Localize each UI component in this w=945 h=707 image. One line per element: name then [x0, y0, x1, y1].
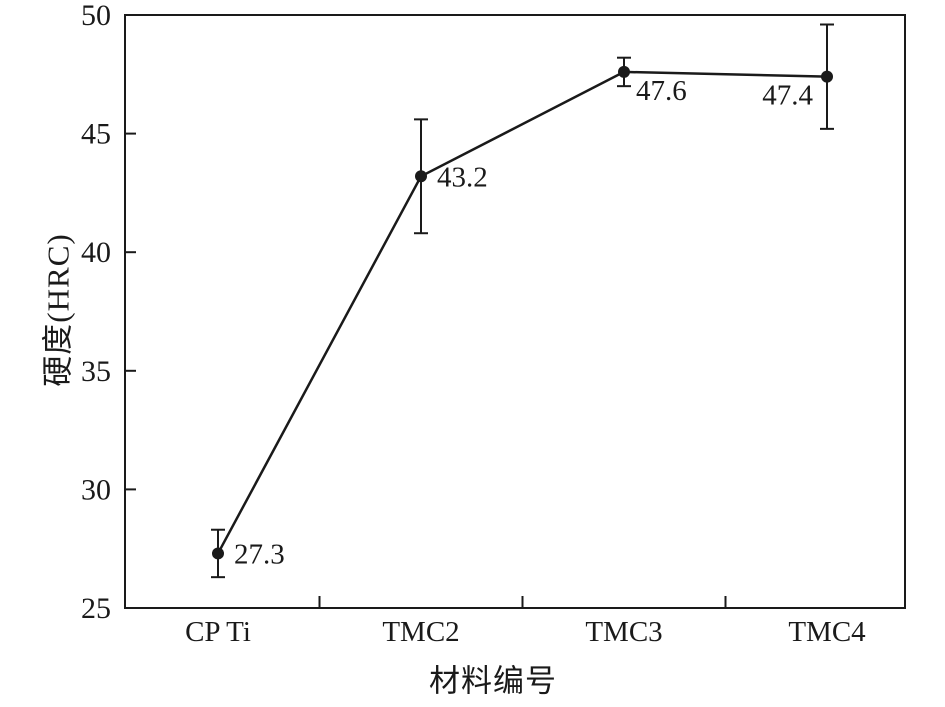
x-tick-label: TMC2 [382, 616, 459, 648]
x-tick-label: TMC4 [788, 616, 866, 648]
y-tick-label: 30 [81, 473, 111, 506]
data-point-label: 43.2 [437, 161, 488, 193]
data-point-marker [821, 70, 833, 83]
data-point-marker [212, 547, 224, 560]
x-tick-label: CP Ti [185, 616, 251, 648]
y-axis-label: 硬度(HRC) [40, 233, 76, 387]
data-point-label: 27.3 [234, 538, 285, 570]
x-axis-label: 材料编号 [429, 663, 557, 699]
y-tick-label: 35 [81, 355, 111, 388]
data-line [216, 70, 828, 555]
y-tick-label: 25 [81, 592, 111, 625]
data-point-label: 47.6 [636, 75, 687, 107]
y-tick-label: 50 [81, 0, 111, 32]
data-point-marker [618, 65, 630, 78]
data-point-marker [415, 170, 427, 183]
data-point-label: 47.4 [762, 80, 813, 112]
y-tick-label: 40 [81, 236, 111, 269]
y-tick-label: 45 [81, 118, 111, 151]
x-tick-label: TMC3 [585, 616, 662, 648]
